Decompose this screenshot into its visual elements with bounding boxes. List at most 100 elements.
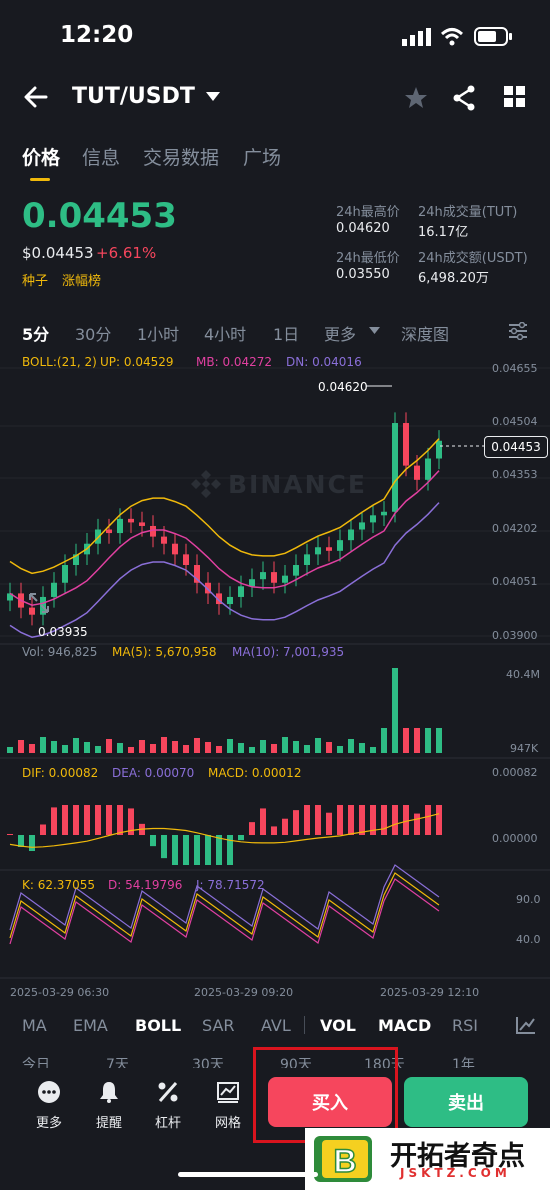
time-axis-label: 2025-03-29 12:10: [380, 986, 480, 999]
action-grid[interactable]: 网格: [203, 1080, 253, 1131]
indicator-macd[interactable]: MACD: [378, 1016, 432, 1035]
candle: [326, 547, 332, 551]
volume-bar: [216, 746, 222, 753]
percent-icon: [158, 1082, 178, 1102]
timeframe-more[interactable]: 更多: [324, 325, 357, 344]
site-logo-b-icon: B: [314, 1136, 372, 1182]
volume-bar: [238, 743, 244, 753]
tag-seed[interactable]: 种子: [22, 274, 49, 289]
pair-dropdown-icon[interactable]: [206, 92, 220, 102]
indicator-sar[interactable]: SAR: [202, 1016, 235, 1035]
macd-bar: [359, 805, 365, 835]
macd-bar: [7, 834, 13, 835]
kline-chart[interactable]: [0, 348, 550, 1008]
indicator-vol[interactable]: VOL: [320, 1016, 356, 1035]
kdj-j: J: 78.71572: [196, 878, 265, 892]
macd-bar: [238, 835, 244, 841]
vol-ma10: MA(10): 7,001,935: [232, 645, 345, 659]
active-tab-indicator: [30, 178, 50, 181]
candle: [436, 440, 442, 459]
macd-bar: [18, 835, 24, 847]
candle: [172, 543, 178, 555]
volume-bar: [392, 668, 398, 753]
back-arrow-icon[interactable]: [24, 86, 48, 108]
tab-square[interactable]: 广场: [243, 147, 282, 169]
low-price-marker: 0.03935: [38, 625, 88, 639]
timeframe-4h[interactable]: 4小时: [204, 325, 247, 344]
volume-bar: [260, 740, 266, 753]
tab-info[interactable]: 信息: [82, 147, 121, 169]
indicator-ma[interactable]: MA: [22, 1016, 47, 1035]
macd-bar: [117, 805, 123, 835]
wifi-icon: [440, 28, 464, 46]
volume-bar: [161, 737, 167, 753]
volume-bar: [315, 738, 321, 753]
price-axis-label: 0.04202: [492, 522, 538, 535]
pair-title[interactable]: TUT/USDT: [72, 84, 195, 109]
buy-button[interactable]: 买入: [268, 1077, 392, 1127]
time-axis-label: 2025-03-29 06:30: [10, 986, 110, 999]
indicator-avl[interactable]: AVL: [261, 1016, 291, 1035]
volume-bar: [18, 740, 24, 753]
sell-button[interactable]: 卖出: [404, 1077, 528, 1127]
action-margin[interactable]: 杠杆: [143, 1080, 193, 1131]
boll-dn: DN: 0.04016: [286, 355, 362, 369]
macd-bar: [40, 824, 46, 835]
volume-bar: [359, 743, 365, 753]
low-value: 0.03550: [336, 267, 390, 282]
timeframe-5m[interactable]: 5分: [22, 325, 50, 344]
timeframe-1d[interactable]: 1日: [273, 325, 300, 344]
battery-icon: [474, 27, 512, 46]
indicator-boll[interactable]: BOLL: [135, 1016, 182, 1035]
chart-settings-icon[interactable]: [508, 322, 528, 340]
kdj-k-line: [9, 872, 440, 939]
expand-chart-icon[interactable]: [28, 592, 50, 614]
macd-bar: [84, 805, 90, 835]
macd-bar: [172, 835, 178, 865]
candle: [139, 522, 145, 526]
timeframe-depth[interactable]: 深度图: [401, 325, 450, 344]
timeframe-1h[interactable]: 1小时: [137, 325, 180, 344]
tab-trading-data[interactable]: 交易数据: [143, 147, 220, 169]
indicator-ema[interactable]: EMA: [73, 1016, 108, 1035]
volume-bar: [106, 739, 112, 753]
candle: [73, 554, 79, 566]
price-axis-label: 0.04655: [492, 362, 538, 375]
candle: [106, 529, 112, 534]
volume-bar: [326, 742, 332, 753]
action-more[interactable]: 更多: [24, 1080, 74, 1131]
vol-tut-label: 24h成交量(TUT): [418, 205, 518, 220]
volume-bar: [227, 739, 233, 753]
macd-bar: [128, 808, 134, 835]
action-label: 网格: [214, 1116, 241, 1131]
indicator-rsi[interactable]: RSI: [452, 1016, 478, 1035]
macd-bar: [414, 813, 420, 835]
candle: [370, 515, 376, 523]
kdj-d: D: 54.19796: [108, 878, 183, 892]
macd-bar: [161, 835, 167, 859]
high-price-marker: 0.04620: [318, 380, 368, 394]
home-indicator: [178, 1172, 318, 1177]
grid-layout-icon[interactable]: [504, 86, 526, 108]
macd-bar: [106, 805, 112, 835]
volume-bar: [7, 747, 13, 753]
tag-gainers[interactable]: 涨幅榜: [62, 274, 102, 289]
candle: [392, 423, 398, 512]
action-alert[interactable]: 提醒: [84, 1080, 134, 1131]
macd-bar: [425, 805, 431, 835]
share-icon[interactable]: [452, 85, 476, 111]
timeframe-30m[interactable]: 30分: [75, 325, 112, 344]
candle: [205, 582, 211, 594]
grid-bot-icon: [217, 1082, 239, 1103]
volume-bar: [271, 744, 277, 753]
last-price: 0.04453: [22, 196, 177, 236]
more-dots-icon: [38, 1081, 60, 1103]
vol-ma5: MA(5): 5,670,958: [112, 645, 217, 659]
indicator-settings-icon[interactable]: [516, 1016, 536, 1034]
candle: [293, 565, 299, 576]
favorite-star-icon[interactable]: [404, 86, 428, 110]
candle: [51, 582, 57, 597]
volume-bar: [51, 741, 57, 753]
macd-bar: [95, 805, 101, 835]
tab-price[interactable]: 价格: [22, 147, 61, 169]
